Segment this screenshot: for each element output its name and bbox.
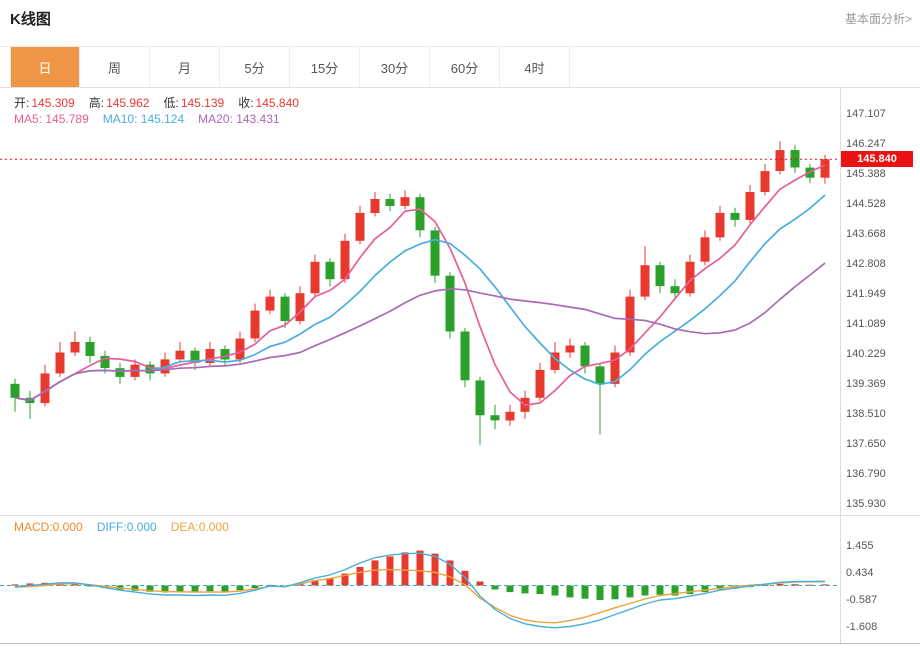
high-value: 145.962 [106,96,150,110]
high-item: 高: 145.962 [89,94,150,111]
ma20-value: 143.431 [236,112,280,126]
macd-legend: MACD:0.000 DIFF:0.000 DEA:0.000 [14,520,229,534]
open-value: 145.309 [31,96,75,110]
diff-value: 0.000 [126,520,157,534]
chart-divider [0,515,920,516]
current-price-tag: 145.840 [841,151,913,167]
period-tab-5[interactable]: 30分 [360,47,430,87]
price-axis-label: 135.930 [846,498,886,510]
period-tab-1[interactable]: 周 [80,47,150,87]
close-label: 收: [238,96,254,110]
dea-value: 0.000 [198,520,229,534]
ma5-item: MA5: 145.789 [14,112,89,126]
price-axis-label: 144.528 [846,198,886,210]
ma5-value: 145.789 [45,112,89,126]
macd-label: MACD: [14,520,53,534]
diff-label: DIFF: [96,520,127,534]
period-tab-2[interactable]: 月 [150,47,220,87]
price-axis-label: 139.369 [846,378,886,390]
macd-chart[interactable] [0,515,840,643]
macd-axis-label: 0.434 [846,567,874,579]
candlestick-chart[interactable] [0,88,840,515]
price-axis-label: 137.650 [846,438,886,450]
price-axis-label: 146.247 [846,138,886,150]
ma-legend: MA5: 145.789 MA10: 145.124 MA20: 143.431 [14,112,280,126]
diff-item: DIFF:0.000 [97,520,157,534]
low-item: 低: 145.139 [163,94,224,111]
fundamental-analysis-link[interactable]: 基本面分析> [844,12,912,26]
price-axis-label: 143.668 [846,228,886,240]
dea-item: DEA:0.000 [171,520,229,534]
period-tabs: 日周月 5分 15分 30分 60分 4时 [0,46,920,88]
ma5-label: MA5: [14,112,43,126]
price-axis-label: 136.790 [846,468,886,480]
macd-axis-label: -1.608 [846,621,878,633]
ma10-value: 145.124 [140,112,185,126]
ma10-item: MA10: 145.124 [103,112,184,126]
ma20-label: MA20: [198,112,233,126]
period-tab-3[interactable]: 5分 [220,47,290,87]
open-item: 开: 145.309 [14,94,75,111]
bottom-border [0,643,920,644]
macd-item: MACD:0.000 [14,520,83,534]
ma10-label: MA10: [102,112,138,126]
period-tab-0[interactable]: 日 [10,47,80,87]
ohlc-legend: 开: 145.309 高: 145.962 低: 145.139 收: 145.840 [14,94,299,111]
price-axis-label: 141.949 [846,288,886,300]
price-axis-label: 138.510 [846,408,886,420]
low-value: 145.139 [180,96,225,110]
price-axis-label: 141.089 [846,318,886,330]
price-axis-label: 140.229 [846,348,886,360]
price-axis-label: 145.388 [846,168,886,180]
low-label: 低: [163,96,179,110]
high-label: 高: [88,96,105,110]
close-value: 145.840 [255,96,299,110]
macd-axis-label: -0.587 [846,594,878,606]
dea-label: DEA: [170,520,199,534]
ma20-item: MA20: 143.431 [198,112,279,126]
macd-axis-label: 1.455 [846,540,874,552]
close-item: 收: 145.840 [238,94,299,111]
period-tab-4[interactable]: 15分 [290,47,360,87]
open-label: 开: [14,96,30,110]
page-title: K线图 [10,11,51,28]
price-axis-label: 147.107 [846,108,886,120]
macd-value: 0.000 [52,520,83,534]
period-tab-6[interactable]: 60分 [430,47,500,87]
axis-border [840,88,841,643]
price-axis-label: 142.808 [846,258,886,270]
period-tab-7[interactable]: 4时 [500,47,570,87]
